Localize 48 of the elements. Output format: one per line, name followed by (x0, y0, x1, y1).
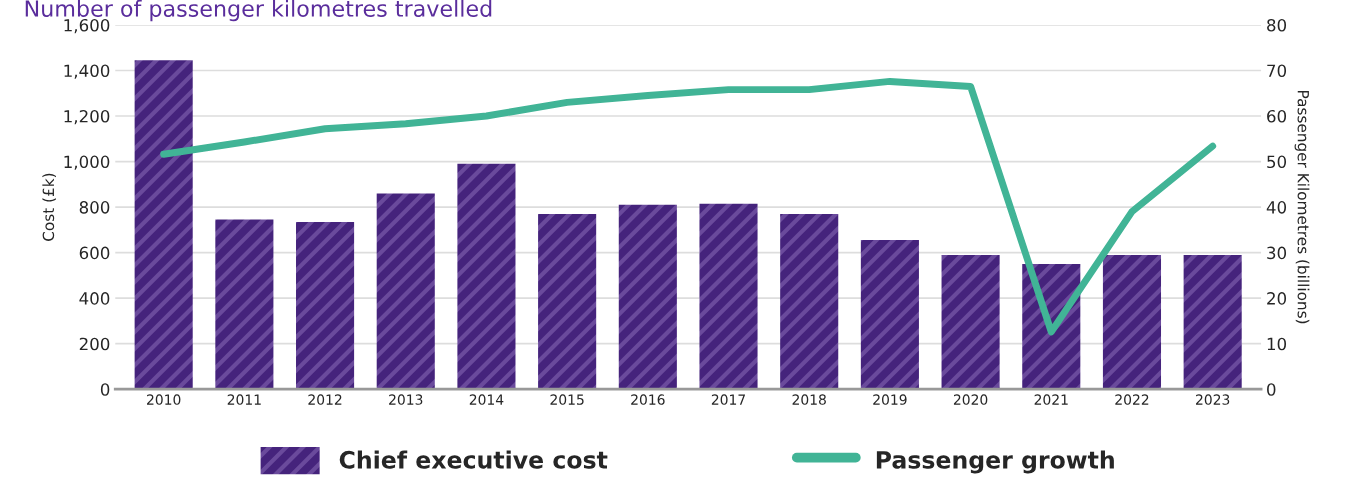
y-tick-label: 400 (79, 292, 110, 305)
bar (1183, 254, 1242, 390)
y-tick-label: 600 (79, 246, 110, 260)
x-tick-label: 2010 (147, 394, 181, 405)
y2-tick-label: 40 (1266, 201, 1287, 214)
legend-label: Passenger growth (876, 450, 1114, 474)
bar (1102, 254, 1162, 390)
bar (376, 193, 435, 390)
x-tick-label: 2019 (873, 394, 907, 405)
x-tick-label: 2012 (308, 394, 342, 405)
y2-tick-label: 80 (1267, 18, 1287, 32)
x-tick-label: 2021 (1034, 394, 1068, 405)
bar (296, 221, 355, 390)
y2-tick-label: 60 (1267, 109, 1287, 123)
x-tick-label: 2016 (631, 394, 665, 405)
bar (618, 204, 677, 390)
x-tick-label: 2018 (792, 394, 826, 405)
y2-tick-label: 0 (1267, 383, 1276, 396)
bar (699, 203, 758, 390)
y-tick-label: 1,000 (64, 155, 110, 170)
bar (860, 240, 919, 390)
x-tick-label: 2014 (469, 394, 504, 405)
legend-label: Chief executive cost (339, 450, 608, 469)
y-tick-label: 1,400 (64, 64, 110, 79)
y2-tick-label: 10 (1267, 337, 1287, 351)
bar (780, 213, 839, 390)
bar (134, 60, 193, 390)
bar (538, 213, 597, 390)
y-tick-label: 0 (100, 383, 110, 396)
y-tick-label: 1,200 (64, 109, 110, 125)
x-tick-label: 2020 (953, 394, 988, 405)
y2-tick-label: 50 (1267, 155, 1287, 169)
x-tick-label: 2013 (389, 394, 423, 405)
x-tick-label: 2011 (227, 394, 261, 405)
x-tick-label: 2023 (1196, 394, 1230, 405)
y-tick-label: 800 (79, 201, 110, 214)
y2-axis-title: Passenger Kilometres (billions) (1294, 91, 1310, 324)
y2-tick-label: 30 (1267, 246, 1287, 260)
y2-tick-label: 70 (1267, 64, 1287, 78)
x-tick-label: 2022 (1115, 394, 1149, 405)
y2-tick-label: 20 (1267, 292, 1287, 305)
x-tick-label: 2017 (711, 394, 745, 405)
y-tick-label: 200 (79, 337, 110, 351)
y-axis-title: Cost (£k) (42, 173, 56, 241)
bar (457, 163, 516, 390)
x-tick-label: 2015 (550, 394, 584, 405)
bar (215, 219, 274, 390)
bar (941, 254, 1000, 390)
